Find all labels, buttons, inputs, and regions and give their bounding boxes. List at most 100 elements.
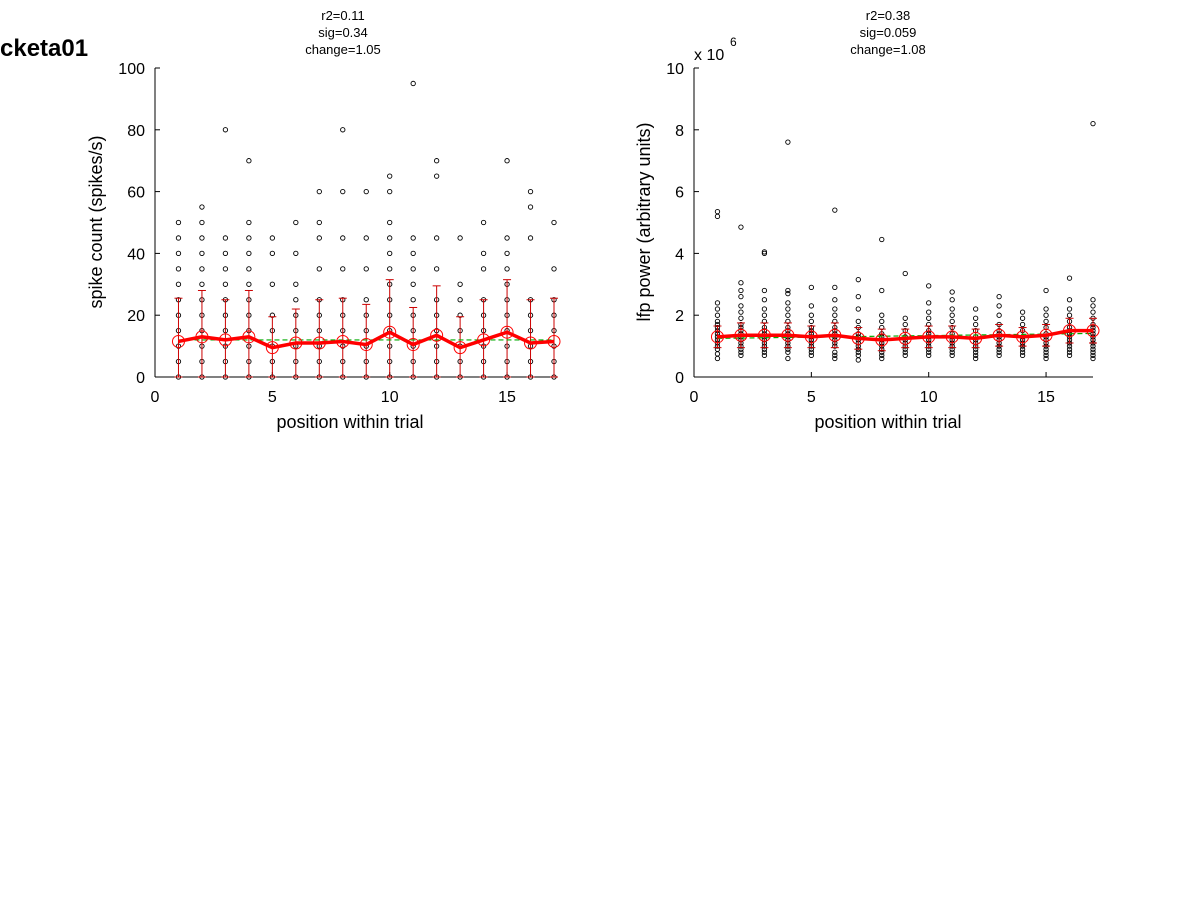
data-point <box>1066 306 1073 312</box>
data-point <box>387 188 393 195</box>
mean-marker <box>242 330 256 344</box>
data-point <box>387 219 393 226</box>
mean-marker <box>875 333 889 347</box>
data-point <box>1043 352 1049 359</box>
data-point <box>761 297 768 303</box>
data-point <box>387 173 393 179</box>
data-point <box>410 80 416 87</box>
fit-line <box>717 332 1094 339</box>
data-point <box>480 250 487 257</box>
data-point <box>738 303 744 309</box>
data-point <box>1090 303 1096 309</box>
mean-marker <box>406 338 420 352</box>
x-tick-label: 5 <box>268 389 277 406</box>
y-tick-label: 8 <box>675 123 684 140</box>
data-point <box>504 250 510 257</box>
data-point <box>949 312 955 318</box>
spike-count-chart: r2=0.11 sig=0.34 change=1.05 position wi… <box>86 8 561 432</box>
mean-marker <box>898 331 912 345</box>
data-point <box>246 250 252 257</box>
data-point <box>879 352 885 359</box>
mean-marker <box>828 328 842 342</box>
x-tick-label: 0 <box>690 389 699 406</box>
data-point <box>808 284 815 291</box>
data-point <box>340 188 346 195</box>
data-point <box>269 281 276 287</box>
data-point <box>996 312 1002 318</box>
data-point <box>996 346 1002 352</box>
data-point <box>1019 349 1026 355</box>
mean-marker <box>757 328 771 342</box>
data-point <box>199 281 205 287</box>
mean-marker <box>336 334 350 348</box>
data-point <box>996 303 1002 309</box>
mean-marker <box>477 333 491 347</box>
mean-marker <box>289 336 303 350</box>
data-point <box>902 352 908 359</box>
mean-marker <box>171 334 185 348</box>
y-tick-label: 4 <box>675 246 684 263</box>
data-point <box>246 235 252 241</box>
data-point <box>433 158 440 164</box>
data-point <box>363 235 369 241</box>
mean-marker <box>804 330 818 344</box>
data-point <box>808 349 815 355</box>
data-point <box>387 266 393 272</box>
data-point <box>879 355 885 362</box>
data-point <box>340 235 346 241</box>
mean-marker <box>969 331 983 345</box>
data-point <box>761 250 768 257</box>
x-axis-label: position within trial <box>814 412 961 432</box>
data-point <box>785 300 791 306</box>
data-point <box>175 219 182 226</box>
mean-marker <box>500 325 514 339</box>
data-point <box>410 250 416 257</box>
data-point <box>761 287 768 294</box>
data-point <box>972 352 979 359</box>
data-point <box>714 318 721 325</box>
data-point <box>879 287 885 294</box>
plot-area: 0 5 10 15 0 2 4 6 8 10 <box>666 61 1100 406</box>
mean-marker <box>265 341 279 355</box>
data-point <box>714 300 721 306</box>
data-point <box>175 235 182 241</box>
data-point <box>1019 346 1026 352</box>
data-point <box>902 349 908 355</box>
data-point <box>1090 355 1096 362</box>
data-point <box>222 250 229 257</box>
data-point <box>1043 306 1049 312</box>
data-point <box>996 352 1002 359</box>
lfp-power-chart: r2=0.38 sig=0.059 change=1.08 position w… <box>634 8 1100 432</box>
data-point <box>785 139 791 145</box>
data-point <box>199 204 205 210</box>
mean-marker <box>710 330 724 344</box>
data-point <box>222 266 229 272</box>
data-point <box>457 281 463 287</box>
x-tick-label: 10 <box>920 389 938 406</box>
data-point <box>832 352 838 359</box>
stat-change: change=1.08 <box>850 42 926 57</box>
mean-marker <box>734 328 748 342</box>
data-point <box>175 281 182 287</box>
mean-marker <box>851 331 865 345</box>
y-tick-label: 10 <box>666 61 684 78</box>
data-point <box>504 266 510 272</box>
data-point <box>527 235 534 241</box>
stat-sig: sig=0.34 <box>318 25 368 40</box>
y-tick-label: 2 <box>675 308 684 325</box>
data-point <box>199 235 205 241</box>
data-point <box>433 235 440 241</box>
data-point <box>410 281 416 287</box>
data-point <box>551 266 557 272</box>
data-point <box>879 318 885 325</box>
data-point <box>433 266 440 272</box>
data-point <box>761 352 768 359</box>
plot-area: 0 5 10 15 0 20 40 60 80 100 <box>118 61 561 406</box>
data-point <box>551 219 557 226</box>
data-point <box>949 318 955 325</box>
data-point <box>949 349 955 355</box>
data-point <box>199 250 205 257</box>
data-point <box>761 306 768 312</box>
y-tick-label: 6 <box>675 185 684 202</box>
data-point <box>293 250 299 257</box>
